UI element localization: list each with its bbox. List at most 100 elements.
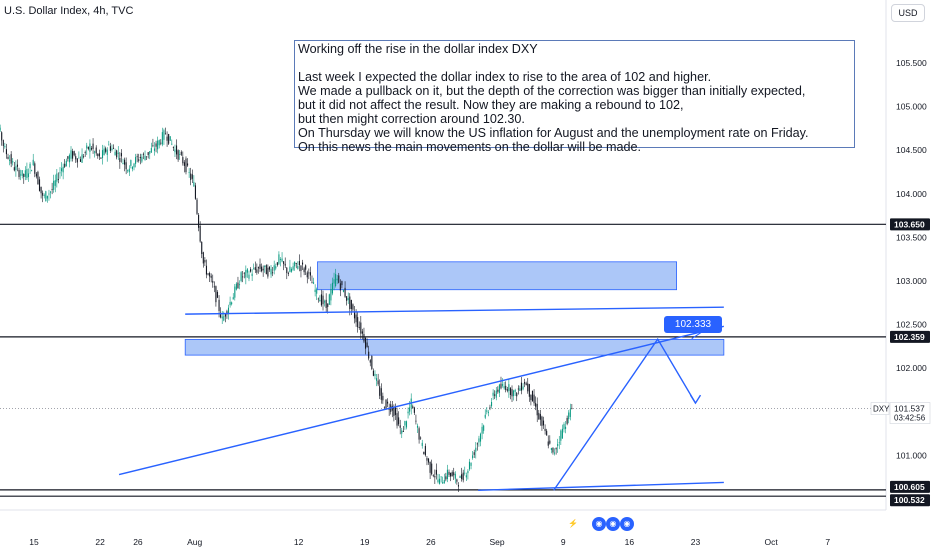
candle-body [470, 462, 472, 466]
candle-body [146, 156, 148, 158]
candle-body [150, 148, 152, 153]
price-axis[interactable]: 105.500 105.000 104.500 104.000 103.500 103.0… [0, 0, 927, 511]
candle-body [412, 406, 414, 409]
candle-body [68, 155, 70, 163]
candle-body [7, 156, 9, 159]
candle-body [265, 265, 267, 275]
candle-body [112, 147, 115, 149]
candle-body [87, 147, 89, 149]
candle-body [232, 297, 234, 300]
price-level-tag [890, 330, 930, 343]
candle-body [431, 463, 433, 475]
currency-selector[interactable]: USD [891, 4, 925, 22]
candle-body [353, 312, 356, 319]
candle-body [401, 430, 403, 434]
candle-body [519, 388, 521, 391]
candle-body [407, 411, 409, 414]
candle-body [539, 414, 541, 420]
candle-body [322, 295, 324, 305]
candle-body [27, 173, 30, 177]
candle-body [120, 153, 122, 157]
candle-body [223, 316, 225, 321]
candle-body [387, 401, 389, 404]
candle-body [327, 303, 329, 307]
price-level-tag [890, 480, 930, 493]
candle-body [492, 392, 494, 396]
economic-event-icon[interactable]: ◉ [592, 517, 606, 531]
price-tick-label: 104.500 [896, 145, 927, 155]
candle-body [364, 337, 367, 349]
candle-body [18, 169, 20, 177]
candle-body [35, 173, 37, 177]
candle-body [421, 442, 423, 446]
note-line-4: We made a pullback on it, but the depth … [298, 84, 806, 98]
time-tick-label: Aug [187, 537, 202, 547]
candle-body [57, 179, 59, 180]
candle-body [94, 151, 96, 153]
candle-body [23, 174, 25, 177]
candle-body [355, 314, 357, 323]
candle-body [199, 225, 201, 242]
candle-body [346, 296, 348, 301]
candle-body [330, 289, 332, 301]
candle-body [201, 241, 203, 255]
candle-body [535, 403, 537, 407]
candle-body [531, 390, 534, 402]
candle-body [209, 273, 211, 277]
candle-body [273, 265, 275, 271]
dividends-event-icon[interactable]: ⚡ [568, 519, 578, 528]
time-tick-label: 19 [360, 537, 370, 547]
candle-body [229, 301, 231, 306]
candle-body [246, 269, 248, 273]
candle-body [216, 291, 219, 298]
candle-body [83, 156, 85, 158]
candle-body [366, 342, 368, 348]
candle-body [335, 274, 337, 287]
candle-body [221, 316, 223, 319]
candle-body [347, 298, 349, 301]
candle-body [276, 262, 278, 266]
candle-body [301, 262, 304, 265]
candle-body [210, 275, 212, 278]
candle-body [4, 146, 6, 148]
candle-body [9, 159, 11, 161]
candle-body [333, 279, 335, 284]
candle-body [177, 150, 179, 160]
candle-body [158, 140, 160, 146]
candle-body [571, 408, 573, 409]
candle-body [309, 272, 311, 276]
price-labels-layer: 103.650 102.359 100.605 100.532 DXY 101.53703… [870, 218, 931, 507]
candle-body [454, 473, 456, 479]
candle-body [114, 151, 116, 156]
candle-body [569, 409, 571, 417]
economic-event-icon[interactable]: ◉ [606, 517, 620, 531]
time-tick-label: 15 [29, 537, 39, 547]
candle-body [416, 425, 419, 428]
note-line-6: but then might correction around 102.30. [298, 112, 525, 126]
candle-body [207, 273, 209, 275]
candle-body [527, 383, 529, 392]
candle-body [135, 157, 137, 164]
candle-body [29, 163, 31, 169]
time-tick-label: 23 [691, 537, 701, 547]
candle-body [275, 266, 277, 269]
candle-body [544, 428, 546, 431]
candle-body [311, 282, 313, 284]
candle-body [48, 193, 50, 195]
time-axis[interactable]: 15 22 26 Aug 12 19 26 Sep 9 16 23 Oct 7 [29, 537, 830, 547]
candle-body [314, 289, 316, 292]
candle-body [24, 170, 26, 177]
candle-body [467, 470, 469, 474]
candle-body [368, 351, 370, 359]
candle-body [272, 272, 274, 274]
candle-body [253, 268, 255, 270]
candle-body [502, 384, 504, 386]
candle-body [435, 469, 437, 475]
economic-event-icon[interactable]: ◉ [620, 517, 634, 531]
candle-body [138, 159, 140, 161]
candle-body [245, 269, 247, 278]
candle-body [15, 166, 17, 171]
candle-body [394, 406, 397, 415]
candle-body [108, 144, 110, 146]
